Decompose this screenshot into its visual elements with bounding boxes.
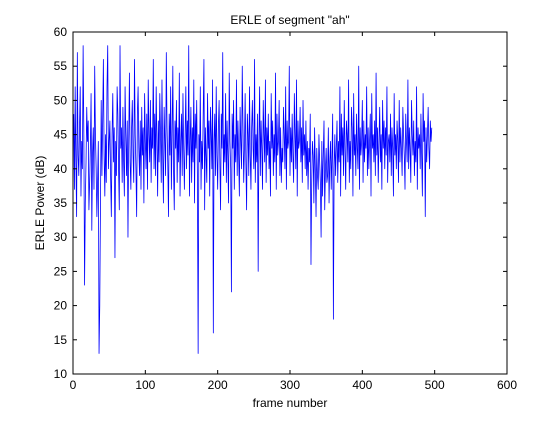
y-tick-label: 40 [54, 162, 68, 176]
y-tick-label: 45 [54, 128, 68, 142]
y-tick-label: 10 [54, 367, 68, 381]
y-tick-label: 30 [54, 230, 68, 244]
x-tick-label: 0 [70, 378, 77, 392]
y-tick-label: 25 [54, 264, 68, 278]
y-axis-ticks: 10 15 20 25 30 35 40 45 50 55 60 [54, 25, 507, 381]
x-tick-label: 300 [280, 378, 300, 392]
y-tick-label: 35 [54, 196, 68, 210]
x-tick-label: 600 [497, 378, 517, 392]
y-tick-label: 20 [54, 299, 68, 313]
y-tick-label: 55 [54, 59, 68, 73]
y-tick-label: 50 [54, 93, 68, 107]
x-tick-label: 100 [135, 378, 155, 392]
x-tick-label: 400 [352, 378, 372, 392]
x-axis-label: frame number [253, 396, 328, 410]
x-tick-label: 200 [208, 378, 228, 392]
chart-title: ERLE of segment "ah" [230, 13, 349, 27]
y-tick-label: 60 [54, 25, 68, 39]
plot-area [73, 45, 433, 354]
erle-series-line [73, 45, 433, 354]
y-axis-label: ERLE Power (dB) [33, 156, 47, 251]
x-tick-label: 500 [425, 378, 445, 392]
y-tick-label: 15 [54, 333, 68, 347]
x-axis-ticks: 0 100 200 300 400 500 600 [70, 32, 517, 392]
axes-box [72, 31, 508, 375]
